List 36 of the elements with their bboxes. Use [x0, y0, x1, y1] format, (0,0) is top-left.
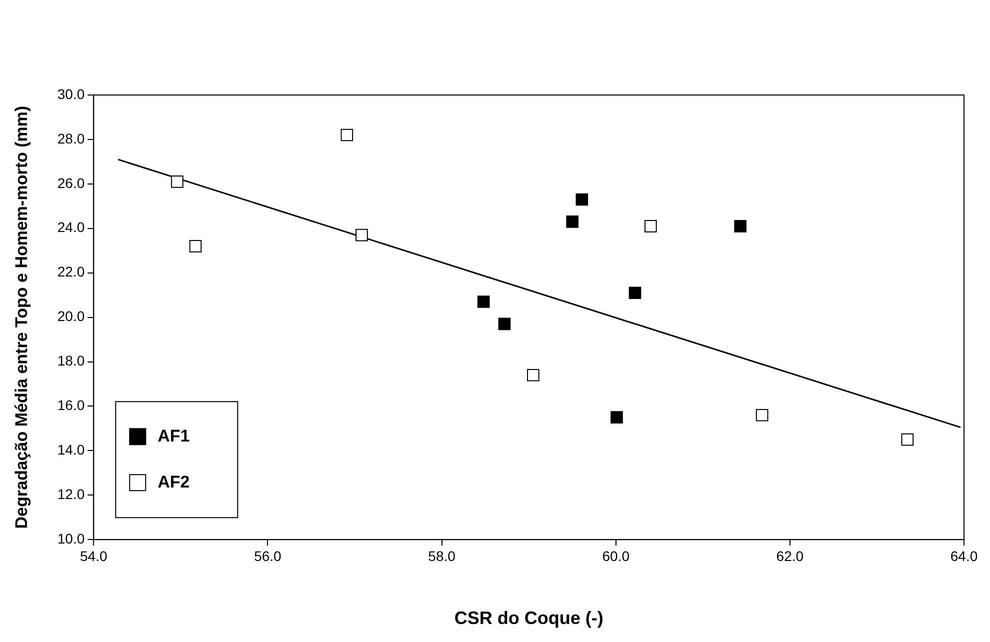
point [189, 240, 202, 252]
y-tick-label: 20.0 [57, 308, 85, 324]
y-tick-label: 18.0 [57, 352, 85, 369]
y-tick-label: 14.0 [57, 442, 85, 458]
legend-label: AF1 [158, 426, 190, 446]
point [171, 176, 184, 188]
point [644, 220, 657, 232]
y-tick-label: 16.0 [57, 397, 85, 414]
point [576, 193, 588, 206]
x-tick-label: 56.0 [254, 548, 282, 564]
point [734, 220, 746, 232]
point [527, 368, 540, 382]
y-tick-label: 10.0 [57, 530, 85, 546]
point [756, 408, 768, 422]
point [498, 318, 511, 330]
point [610, 411, 623, 424]
y-tick-label: 12.0 [57, 486, 85, 502]
x-tick-label: 64.0 [950, 548, 978, 564]
x-tick-label: 62.0 [776, 548, 804, 564]
point [477, 296, 490, 308]
y-tick-label: 30.0 [57, 86, 85, 102]
y-axis-title: Degradação Média entre Topo e Homem-morto (mm) [12, 106, 31, 529]
y-tick-label: 28.0 [57, 130, 85, 146]
point [901, 433, 914, 446]
point [340, 128, 354, 142]
x-tick-label: 58.0 [428, 548, 456, 564]
point [356, 228, 368, 242]
y-tick-label: 26.0 [57, 174, 85, 191]
point [566, 216, 578, 228]
legend-label: AF2 [158, 472, 190, 492]
x-tick-label: 60.0 [602, 548, 630, 564]
x-axis-title: CSR do Coque (-) [454, 608, 604, 628]
point [628, 286, 642, 300]
y-tick-label: 22.0 [57, 264, 85, 280]
x-tick-label: 54.0 [80, 548, 108, 564]
y-tick-label: 24.0 [57, 219, 85, 236]
